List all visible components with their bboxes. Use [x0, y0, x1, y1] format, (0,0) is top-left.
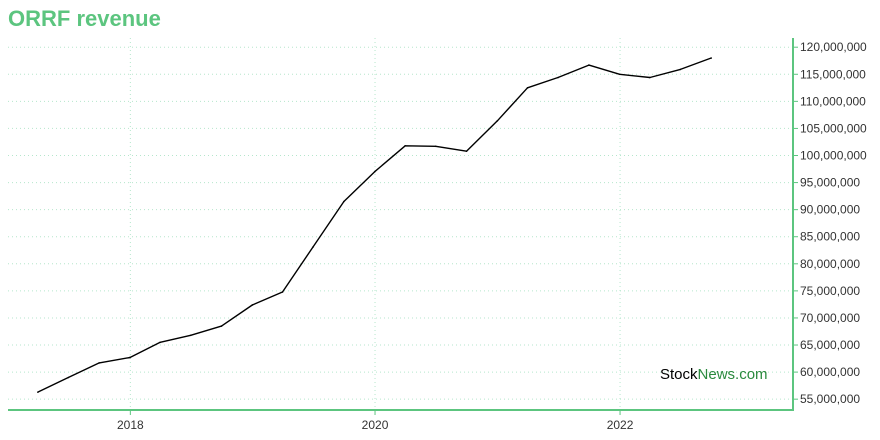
data-point [618, 73, 621, 76]
y-tick-label: 65,000,000 [800, 338, 860, 352]
data-point [588, 64, 590, 66]
y-tick-label: 105,000,000 [800, 121, 867, 135]
y-tick-label: 80,000,000 [800, 257, 860, 271]
revenue-line [37, 57, 712, 393]
y-tick-label: 75,000,000 [800, 284, 860, 298]
stocknews-watermark: StockNews.com [660, 366, 768, 383]
data-point [67, 376, 70, 379]
data-point [312, 246, 314, 248]
data-point [465, 150, 468, 152]
y-tick-label: 115,000,000 [800, 67, 866, 81]
x-tick-label: 2022 [607, 418, 634, 432]
data-point [159, 341, 161, 344]
data-point [220, 325, 223, 327]
y-tick-label: 110,000,000 [800, 94, 866, 108]
data-point [526, 87, 529, 89]
y-tick-label: 60,000,000 [800, 365, 860, 379]
y-tick-label: 70,000,000 [800, 311, 860, 325]
x-tick-label: 2018 [117, 418, 144, 432]
y-tick-label: 120,000,000 [800, 40, 867, 54]
data-point [251, 304, 254, 306]
data-point [679, 68, 682, 71]
data-point [343, 200, 345, 203]
x-tick-label: 2020 [362, 418, 389, 432]
data-point [98, 362, 100, 364]
y-tick-label: 55,000,000 [800, 392, 860, 406]
data-point [373, 170, 376, 173]
grid-lines [8, 38, 793, 410]
tick-labels: 55,000,000 60,000,000 65,000,000 70,000,000… [117, 40, 867, 432]
y-tick-label: 95,000,000 [800, 176, 860, 190]
y-tick-label: 100,000,000 [800, 149, 867, 163]
data-point [434, 145, 437, 148]
data-point [710, 57, 713, 59]
data-point [189, 334, 192, 337]
data-point [129, 356, 131, 359]
data-point [37, 391, 39, 393]
data-point [404, 144, 406, 147]
chart-title: ORRF revenue [8, 6, 161, 31]
data-point [649, 76, 651, 79]
series-layer [37, 57, 713, 393]
axes [8, 38, 798, 415]
data-point [281, 291, 284, 293]
y-tick-label: 85,000,000 [800, 230, 860, 244]
data-point [557, 76, 559, 79]
y-tick-label: 90,000,000 [800, 203, 860, 217]
data-point [496, 120, 499, 122]
